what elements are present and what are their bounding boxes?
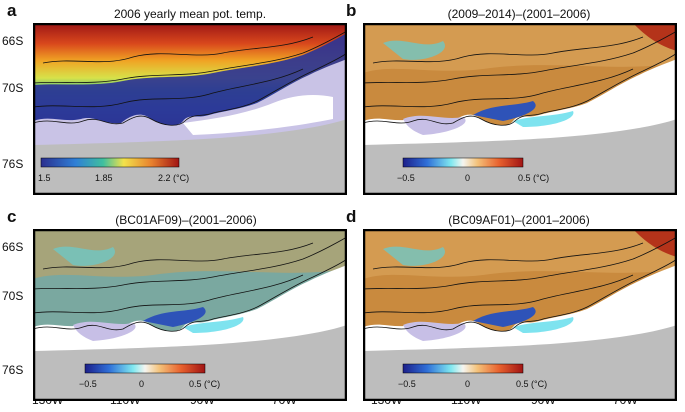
colorbar-diverging — [402, 363, 524, 374]
lat-label-76s-bottom: 76S — [2, 363, 24, 377]
panel-c-cb-min: −0.5 — [79, 379, 97, 389]
bathymetry-contour-0 — [363, 258, 677, 332]
land-mask — [363, 321, 677, 401]
lat-label-66s-bottom: 66S — [2, 240, 24, 254]
warm-anomaly-corner — [633, 23, 677, 51]
bathymetry-contour-0 — [33, 258, 347, 332]
cold-anomaly-coastal-2 — [513, 317, 574, 333]
bathymetry-contour-0 — [363, 52, 677, 126]
panel-frame — [363, 229, 677, 401]
bathymetry-contour-1 — [363, 30, 677, 84]
panel-c-letter: c — [7, 207, 17, 226]
warm-anomaly-corner — [633, 229, 677, 257]
land-mask — [33, 321, 347, 401]
panel-b-map — [363, 23, 677, 195]
panel-d-cb-mid: 0 — [465, 379, 471, 389]
bathymetry-contour-3 — [33, 274, 304, 314]
panel-frame — [33, 23, 347, 195]
panel-c-cb-mid: 0 — [139, 379, 145, 389]
land-mask — [33, 115, 347, 195]
panel-c-map — [33, 229, 347, 401]
panel-b-cb-max: 0.5 (°C) — [518, 173, 550, 183]
panel-a-cb-mid: 1.85 — [95, 173, 113, 183]
anomaly-patch-north — [363, 23, 677, 73]
cool-anomaly-patch — [383, 40, 445, 60]
panel-d-cb-max: 0.5 (°C) — [516, 379, 548, 389]
lat-label-66s-top: 66S — [2, 34, 24, 48]
panel-b-cb-mid: 0 — [465, 173, 471, 183]
lat-label-70s-top: 70S — [2, 81, 24, 95]
panel-d-title: (BC09AF01)–(2001–2006) — [448, 213, 590, 227]
bathymetry-contour-2 — [372, 36, 644, 64]
lat-label-76s-top: 76S — [2, 157, 24, 171]
bathymetry-contour-0 — [33, 52, 347, 126]
bathymetry-contour-1 — [33, 236, 347, 290]
cold-anomaly-coastal — [473, 101, 536, 121]
bathymetry-contour-1 — [33, 30, 347, 84]
ice-shelf-lavender — [403, 321, 466, 341]
cold-anomaly-coastal — [143, 307, 206, 327]
panel-a-letter: a — [7, 1, 17, 20]
ice-shelf-lavender — [403, 115, 466, 135]
bathymetry-contour-2 — [42, 36, 314, 64]
land-mask — [363, 115, 677, 195]
panel-frame — [33, 229, 347, 401]
colorbar-absolute — [40, 157, 180, 168]
cold-anomaly-coastal-2 — [513, 111, 574, 127]
panel-d-letter: d — [346, 207, 357, 226]
bathymetry-contour-3 — [33, 68, 304, 108]
panel-b-cb-min: −0.5 — [397, 173, 415, 183]
colorbar-diverging — [402, 157, 524, 168]
panel-c-title: (BC01AF09)–(2001–2006) — [115, 213, 257, 227]
bathymetry-contour-2 — [42, 242, 314, 270]
panel-a-cb-min: 1.5 — [38, 173, 51, 183]
cool-anomaly-patch — [53, 246, 115, 266]
bathymetry-contour-1 — [363, 236, 677, 290]
panel-a-title: 2006 yearly mean pot. temp. — [113, 7, 267, 21]
cold-anomaly-coastal — [473, 307, 536, 327]
panel-d-cb-min: −0.5 — [398, 379, 416, 389]
ice-shelf-lavender — [73, 321, 136, 341]
colorbar-diverging — [84, 363, 206, 374]
anomaly-patch-north — [33, 229, 347, 279]
cold-anomaly-coastal-2 — [183, 317, 244, 333]
anomaly-patch-north — [363, 229, 677, 279]
ice-shelf-white — [183, 95, 333, 135]
panel-frame — [363, 23, 677, 195]
panel-b-title: (2009–2014)–(2001–2006) — [447, 7, 591, 21]
bathymetry-contour-2 — [372, 242, 644, 270]
panel-d-map — [363, 229, 677, 401]
bathymetry-contour-3 — [363, 274, 634, 314]
bathymetry-contour-3 — [363, 68, 634, 108]
panel-a-cb-max: 2.2 (°C) — [158, 173, 190, 183]
panel-c-cb-max: 0.5 (°C) — [189, 379, 221, 389]
cool-anomaly-patch — [383, 246, 445, 266]
panel-a-map — [33, 23, 347, 195]
lat-label-70s-bottom: 70S — [2, 289, 24, 303]
panel-b-letter: b — [346, 1, 357, 20]
